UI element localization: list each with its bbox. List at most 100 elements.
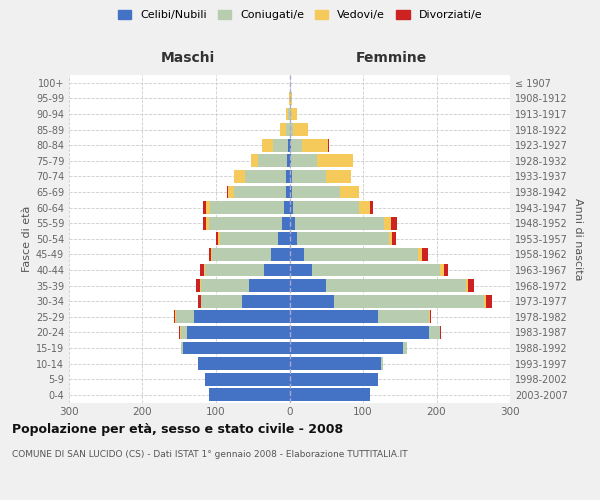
Bar (227, 186, 229, 198)
Bar (179, 326, 180, 338)
Bar (340, 186, 359, 198)
Bar (258, 154, 287, 167)
Bar (203, 201, 206, 214)
Bar (206, 217, 209, 230)
Bar (200, 264, 203, 276)
Bar (180, 326, 181, 338)
Bar (242, 294, 290, 308)
Bar (392, 232, 396, 245)
Bar (209, 248, 211, 260)
Bar (290, 139, 291, 151)
Bar (290, 326, 429, 338)
Bar (290, 217, 295, 230)
Bar (203, 217, 206, 230)
Bar (274, 139, 288, 151)
Bar (293, 201, 359, 214)
Bar (302, 139, 328, 151)
Bar (418, 248, 422, 260)
Bar (291, 139, 302, 151)
Bar (292, 170, 326, 183)
Bar (422, 248, 428, 260)
Bar (203, 264, 205, 276)
Bar (290, 388, 370, 401)
Bar (291, 154, 317, 167)
Bar (290, 108, 291, 120)
Bar (183, 342, 290, 354)
Text: Femmine: Femmine (355, 51, 427, 65)
Bar (391, 217, 397, 230)
Bar (264, 264, 290, 276)
Bar (290, 342, 403, 354)
Bar (210, 201, 284, 214)
Bar (290, 186, 292, 198)
Bar (290, 170, 292, 183)
Bar (286, 123, 290, 136)
Bar (370, 201, 373, 214)
Bar (383, 217, 391, 230)
Bar (229, 186, 235, 198)
Bar (176, 310, 194, 323)
Bar (196, 279, 200, 292)
Bar (378, 310, 429, 323)
Bar (181, 326, 187, 338)
Bar (484, 294, 486, 308)
Bar (216, 232, 218, 245)
Bar (202, 294, 242, 308)
Bar (249, 279, 290, 292)
Bar (212, 248, 271, 260)
Bar (181, 342, 183, 354)
Bar (317, 154, 353, 167)
Bar (218, 232, 220, 245)
Text: COMUNE DI SAN LUCIDO (CS) - Dati ISTAT 1° gennaio 2008 - Elaborazione TUTTITALIA: COMUNE DI SAN LUCIDO (CS) - Dati ISTAT 1… (12, 450, 407, 459)
Bar (175, 310, 176, 323)
Bar (291, 108, 297, 120)
Bar (290, 154, 291, 167)
Bar (429, 310, 430, 323)
Bar (209, 388, 290, 401)
Bar (290, 310, 378, 323)
Bar (206, 201, 210, 214)
Bar (174, 310, 175, 323)
Bar (486, 294, 491, 308)
Bar (235, 186, 286, 198)
Bar (430, 310, 431, 323)
Bar (200, 279, 202, 292)
Bar (389, 232, 392, 245)
Bar (297, 232, 389, 245)
Bar (288, 139, 290, 151)
Bar (290, 92, 292, 105)
Bar (287, 154, 290, 167)
Bar (235, 170, 245, 183)
Bar (197, 357, 290, 370)
Bar (304, 248, 418, 260)
Y-axis label: Fasce di età: Fasce di età (22, 206, 32, 272)
Bar (271, 248, 290, 260)
Bar (211, 248, 212, 260)
Bar (251, 154, 258, 167)
Bar (326, 279, 466, 292)
Bar (205, 264, 264, 276)
Bar (440, 264, 444, 276)
Bar (187, 326, 290, 338)
Bar (328, 139, 329, 151)
Bar (382, 357, 383, 370)
Bar (209, 217, 282, 230)
Bar (290, 123, 293, 136)
Bar (278, 232, 290, 245)
Bar (440, 326, 441, 338)
Bar (290, 232, 297, 245)
Bar (290, 279, 326, 292)
Legend: Celibi/Nubili, Coniugati/e, Vedovi/e, Divorziati/e: Celibi/Nubili, Coniugati/e, Vedovi/e, Di… (113, 6, 487, 25)
Bar (293, 123, 308, 136)
Bar (290, 264, 311, 276)
Bar (466, 279, 468, 292)
Bar (288, 108, 290, 120)
Bar (286, 108, 288, 120)
Bar (286, 186, 290, 198)
Bar (468, 279, 474, 292)
Bar (429, 326, 440, 338)
Bar (290, 201, 293, 214)
Bar (205, 372, 290, 386)
Bar (290, 372, 378, 386)
Bar (289, 92, 290, 105)
